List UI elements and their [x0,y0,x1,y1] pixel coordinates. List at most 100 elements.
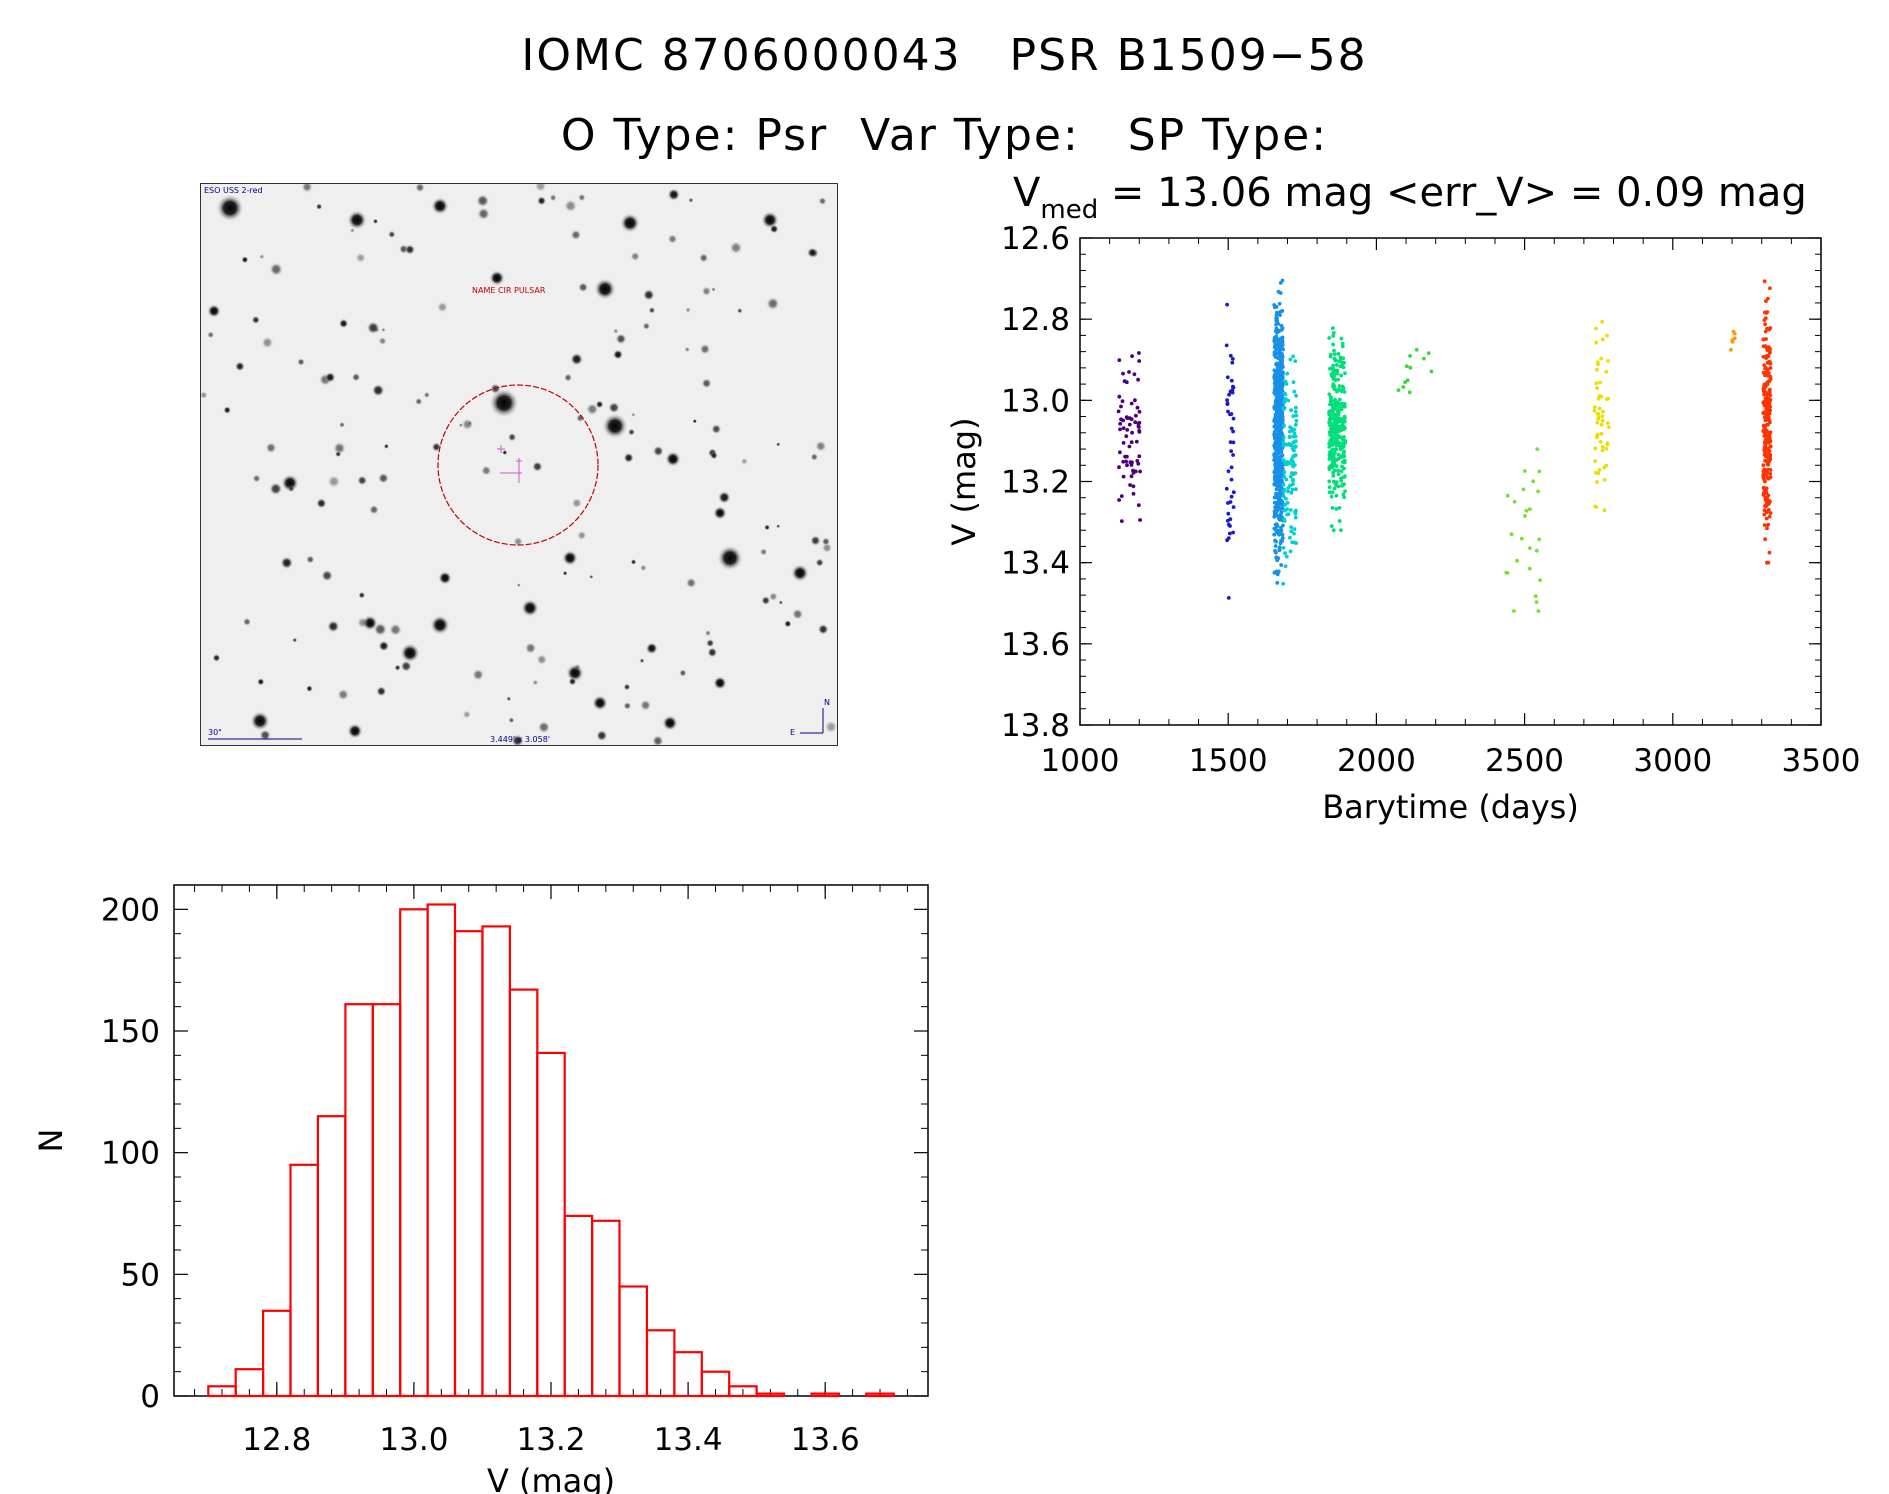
lc-point [1284,496,1288,501]
lc-point [1336,352,1341,356]
lc-point [1537,469,1542,474]
finder-star [652,445,664,457]
lc-point [1761,469,1766,474]
lc-point [1281,546,1286,550]
lc-point [1768,377,1773,382]
lc-point [1231,416,1236,421]
lc-point [1334,443,1339,448]
finder-star [592,695,608,711]
lc-point [1272,532,1277,537]
finder-star [667,188,681,202]
finder-star [339,421,345,428]
finder-star [791,564,809,582]
finder-north-label: N [824,698,830,707]
finder-star [761,595,771,606]
lc-point [1426,351,1431,355]
lc-point [1124,459,1129,464]
lc-point [1766,296,1770,301]
lc-point [1515,558,1519,563]
lc-point [1340,341,1345,346]
finder-star [287,485,295,493]
finder-star [351,372,361,382]
lc-point [1595,480,1599,484]
lc-point [1328,354,1333,359]
finder-star [537,720,551,734]
finder-star [316,497,327,509]
lc-point [1274,550,1278,555]
lc-point [1524,508,1529,513]
finder-star [489,270,505,286]
lc-point [1340,454,1345,459]
lc-point [1137,454,1142,459]
lc-point [1282,400,1287,405]
lc-ytick-label: 12.8 [1001,302,1070,338]
finder-star [531,461,543,473]
finder-star [305,685,313,693]
finder-star [640,564,647,572]
lc-point [1536,489,1540,494]
lc-point [1277,532,1281,537]
lc-point [1335,409,1340,414]
lc-point [1231,453,1235,457]
lc-point [1231,384,1235,389]
lc-point [1762,523,1767,527]
lc-point [1331,363,1335,368]
lc-point [1277,455,1282,460]
lc-point [1602,478,1607,482]
finder-star [430,615,450,635]
lc-point [1336,377,1341,382]
lc-ytick-label: 13.0 [1001,383,1070,419]
lc-point [1293,471,1298,475]
lc-point [1765,353,1769,358]
lc-point [1277,446,1281,451]
lc-series-s1 [1116,351,1142,523]
finder-star [252,474,261,483]
lc-series-s6 [1396,347,1434,395]
finder-star [701,286,712,297]
lc-point [1332,430,1336,434]
lc-point [1336,416,1340,421]
lc-point [1763,329,1768,334]
lc-point [1332,479,1336,484]
lc-point [1330,441,1335,446]
finder-star [216,194,244,222]
lc-point [1762,279,1767,284]
lc-point [1285,371,1290,376]
finder-star [269,482,283,496]
finder-star [620,213,640,233]
lc-point [1288,474,1293,479]
lc-point [1761,337,1766,342]
lc-point [1342,449,1346,454]
finder-star [713,676,727,690]
lc-point [1226,469,1231,474]
lc-point [1600,337,1605,342]
finder-star [431,197,449,215]
lc-point [1290,471,1294,475]
finder-star [679,669,687,677]
lc-point [1593,459,1598,463]
lc-point [1129,401,1134,406]
lc-point [1276,374,1281,379]
lc-point [1279,525,1283,530]
lc-point [1130,354,1134,358]
lc-point [1527,566,1532,571]
lc-point [1407,390,1412,395]
lc-point [1343,439,1347,444]
lc-point [1328,423,1332,428]
lc-point [1278,385,1283,390]
lc-point [1277,310,1282,315]
lc-point [1229,412,1234,416]
finder-star [366,321,380,335]
lc-xtick-label: 2000 [1337,743,1416,779]
lc-point [1768,439,1773,444]
lc-point [1330,326,1335,330]
finder-star [576,413,585,423]
lc-point [1537,537,1542,542]
lc-point [1331,528,1336,533]
finder-star [532,679,539,686]
lc-point [1765,310,1770,314]
finder-star [642,288,655,301]
lc-point [1279,446,1284,451]
lc-point [1280,374,1284,379]
